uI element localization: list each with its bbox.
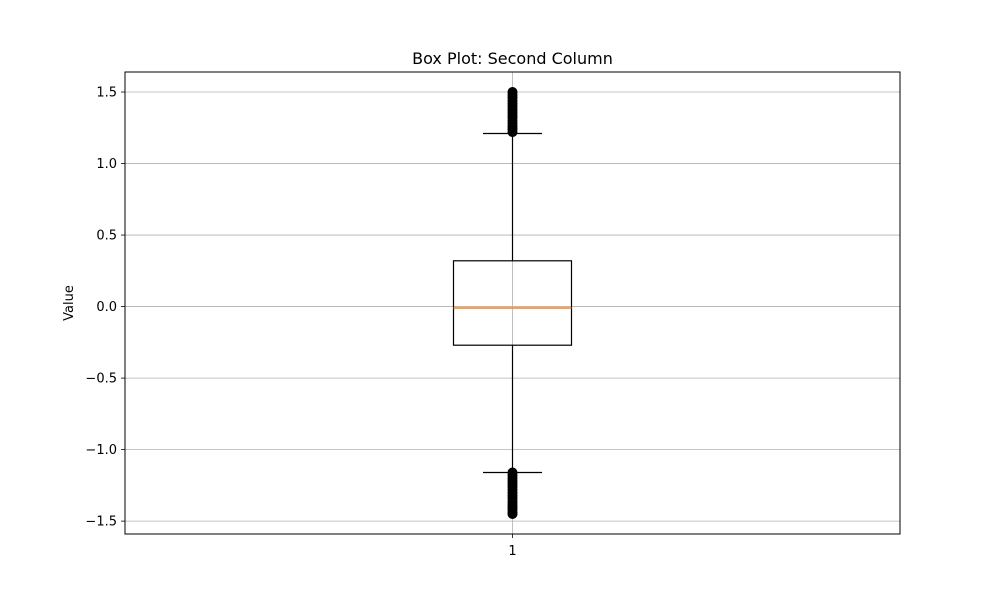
x-tick-label: 1 xyxy=(508,544,516,559)
outlier-point-high xyxy=(507,87,518,98)
y-tick-label: 0.0 xyxy=(96,300,117,315)
outlier-point-low xyxy=(507,508,518,519)
y-tick-label: 1.5 xyxy=(96,86,117,101)
y-tick-label: 1.0 xyxy=(96,157,117,172)
axis-layer: 1.5 1.0 0.5 0.0 −0.5 −1.0 −1.5 1 xyxy=(85,86,516,559)
y-tick-label: 0.5 xyxy=(96,229,117,244)
y-axis-label: Value xyxy=(62,285,77,321)
box-group xyxy=(452,87,573,519)
chart-title: Box Plot: Second Column xyxy=(412,49,613,68)
y-tick-label: −1.0 xyxy=(85,443,117,458)
box-layer xyxy=(452,87,573,519)
y-tick-label: −1.5 xyxy=(85,515,117,530)
iqr-box xyxy=(452,260,573,346)
y-tick-label: −0.5 xyxy=(85,372,117,387)
